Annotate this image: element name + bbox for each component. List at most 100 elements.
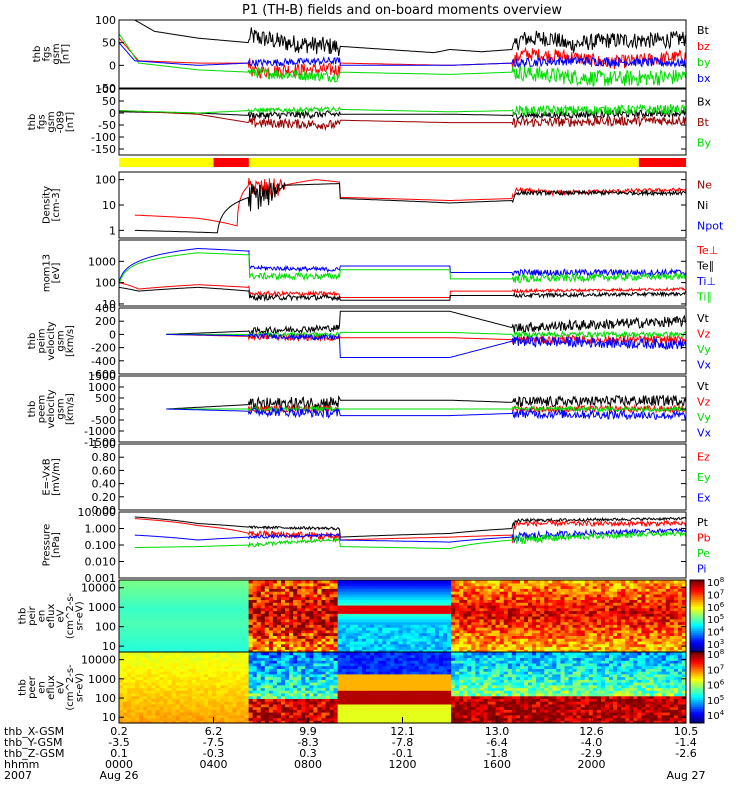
- spectrogram-cell: [422, 585, 428, 589]
- spectrogram-cell: [183, 654, 189, 658]
- spectrogram-cell: [483, 613, 489, 617]
- spectrogram-cell: [191, 714, 197, 719]
- spectrogram-cell: [212, 627, 217, 631]
- spectrogram-cell: [398, 649, 403, 653]
- spectrogram-cell: [438, 580, 444, 584]
- spectrogram-cell: [208, 593, 213, 598]
- spectrogram-cell: [426, 610, 432, 614]
- spectrogram-cell: [252, 593, 258, 598]
- spectrogram-cell: [520, 607, 525, 612]
- spectrogram-cell: [438, 646, 444, 650]
- spectrogram-cell: [645, 591, 651, 595]
- spectrogram-cell: [418, 596, 424, 600]
- spectrogram-cell: [159, 654, 165, 658]
- spectrogram-cell: [127, 720, 132, 724]
- spectrogram-cell: [629, 593, 634, 598]
- spectrogram-cell: [390, 624, 395, 628]
- spectrogram-cell: [447, 640, 452, 645]
- spectrogram-cell: [609, 635, 614, 639]
- spectrogram-cell: [528, 618, 533, 623]
- spectrogram-cell: [645, 624, 651, 628]
- spectrogram-cell: [187, 621, 193, 625]
- spectrogram-cell: [195, 673, 201, 678]
- spectrogram-cell: [580, 629, 586, 634]
- spectrogram-cell: [228, 629, 233, 634]
- spectrogram-cell: [179, 588, 185, 592]
- spectrogram-cell: [147, 662, 152, 667]
- spectrogram-cell: [475, 604, 480, 609]
- spectrogram-cell: [475, 596, 480, 600]
- spectrogram-cell: [633, 624, 638, 628]
- spectrogram-cell: [208, 654, 213, 658]
- spectrogram-cell: [410, 638, 416, 642]
- spectrogram-cell: [321, 591, 327, 595]
- colorbar-cell: [690, 596, 704, 600]
- spectrogram-cell: [163, 582, 169, 587]
- spectrogram-cell: [580, 613, 586, 617]
- spectrogram-cell: [281, 621, 286, 625]
- spectrogram-cell: [657, 649, 663, 653]
- spectrogram-cell: [183, 591, 189, 595]
- spectrogram-cell: [475, 632, 480, 636]
- spectrogram-cell: [159, 657, 165, 661]
- spectrogram-cell: [443, 613, 448, 617]
- spectrogram-cell: [677, 580, 683, 584]
- spectrogram-cell: [438, 607, 444, 612]
- spectrogram-cell: [673, 649, 679, 653]
- spectrogram-cell: [438, 610, 444, 614]
- spectrogram-cell: [301, 624, 306, 628]
- spectrogram-cell: [204, 714, 209, 719]
- spectrogram-cell: [349, 607, 355, 612]
- y-tick-label: 100: [95, 174, 116, 187]
- spectrogram-cell: [216, 706, 221, 710]
- spectrogram-cell: [398, 602, 403, 606]
- spectrogram-cell: [309, 618, 314, 623]
- spectrogram-cell: [617, 618, 622, 623]
- spectrogram-cell: [515, 643, 521, 648]
- spectrogram-cell: [248, 652, 254, 656]
- spectrogram-cell: [187, 687, 193, 691]
- spectrogram-cell: [661, 588, 667, 592]
- spectrogram-cell: [204, 682, 209, 686]
- spectrogram-cell: [592, 616, 598, 620]
- colorbar-cell: [690, 613, 704, 617]
- spectrogram-cell: [455, 580, 460, 584]
- spectrogram-cell: [576, 621, 582, 625]
- spectrogram-cell: [281, 682, 286, 686]
- spectrogram-cell: [127, 701, 132, 705]
- spectrogram-cell: [629, 640, 634, 645]
- spectrogram-cell: [617, 593, 622, 598]
- spectrogram-cell: [520, 624, 525, 628]
- spectrogram-cell: [633, 604, 638, 609]
- spectrogram-cell: [127, 676, 132, 680]
- spectrogram-cell: [430, 627, 436, 631]
- spectrogram-cell: [240, 701, 246, 705]
- spectrogram-cell: [119, 714, 124, 719]
- spectrogram-cell: [479, 602, 484, 606]
- spectrogram-cell: [183, 701, 189, 705]
- spectrogram-cell: [216, 607, 221, 612]
- spectrogram-cell: [135, 714, 140, 719]
- spectrogram-cell: [159, 662, 165, 667]
- spectrogram-cell: [147, 679, 152, 683]
- spectrogram-cell: [163, 638, 169, 642]
- spectrogram-cell: [252, 690, 258, 694]
- spectrogram-cell: [276, 643, 282, 648]
- spectrogram-cell: [536, 632, 541, 636]
- spectrogram-cell: [276, 693, 282, 697]
- spectrogram-cell: [625, 627, 630, 631]
- spectrogram-cell: [163, 624, 169, 628]
- spectrogram-cell: [669, 593, 675, 598]
- spectrogram-cell: [224, 714, 229, 719]
- spectrogram-cell: [357, 624, 363, 628]
- spectrogram-cell: [220, 703, 225, 708]
- spectrogram-cell: [621, 591, 626, 595]
- y-tick-label: 0.60: [92, 464, 117, 477]
- spectrogram-cell: [576, 618, 582, 623]
- spectrogram-cell: [232, 706, 237, 710]
- y-axis-label: Density: [41, 186, 52, 224]
- spectrogram-cell: [143, 624, 148, 628]
- spectrogram-cell: [515, 613, 521, 617]
- spectrogram-cell: [212, 602, 217, 606]
- spectrogram-cell: [511, 582, 517, 587]
